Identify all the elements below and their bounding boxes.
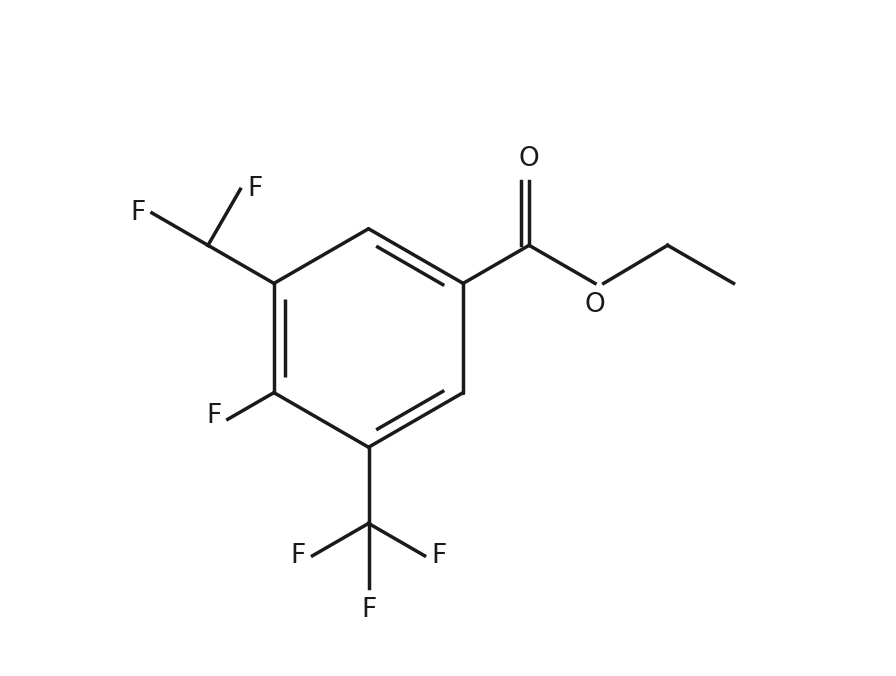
Text: F: F [431,543,446,569]
Text: F: F [247,176,263,202]
Text: F: F [290,543,306,569]
Text: O: O [585,292,606,318]
Text: F: F [361,597,376,623]
Text: O: O [519,146,539,172]
Text: F: F [206,403,221,429]
Text: F: F [130,200,145,226]
